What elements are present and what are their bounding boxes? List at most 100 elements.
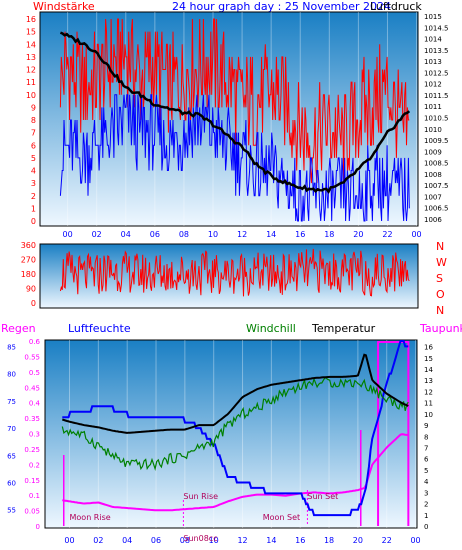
left-tick-label: 9 <box>31 103 36 112</box>
wind-pressure-marks <box>59 18 411 222</box>
rain-tick-label: 0.6 <box>29 338 41 346</box>
x-tick-label: 16 <box>295 230 305 239</box>
x-tick-label: 14 <box>266 230 276 239</box>
x-tick-label: 22 <box>382 230 392 239</box>
temperature-tick-label: 11 <box>424 400 433 408</box>
x-tick-label: 04 <box>122 536 132 545</box>
right-tick-label: 1014 <box>424 36 442 44</box>
right-tick-label: 1011.5 <box>424 92 449 100</box>
x-tick-label: 22 <box>382 536 392 545</box>
temperature-tick-label: 15 <box>424 355 433 363</box>
temperature-tick-label: 13 <box>424 377 433 385</box>
right-tick-label: 1008 <box>424 171 442 179</box>
wind-pressure-axes: 00 02 04 06 08 10 12 14 16 18 20 22 0001234567891011… <box>26 13 449 239</box>
right-tick-label: 1013.5 <box>424 47 449 55</box>
humidity-tick-label: 60 <box>7 479 16 487</box>
right-tick-label: 1008.5 <box>424 160 449 168</box>
x-tick-label: 18 <box>324 230 334 239</box>
rain-tick-label: 0.4 <box>29 400 41 408</box>
right-tick-label: 1014.5 <box>424 24 449 32</box>
right-tick-label: 1011 <box>424 103 442 111</box>
rain-tick-label: 0.35 <box>24 415 40 423</box>
left-tick-label: 5 <box>31 154 36 163</box>
wind-speed-series <box>59 94 410 222</box>
temperature-tick-label: 16 <box>424 344 433 352</box>
legend-label: Taupunkt <box>419 322 462 335</box>
temperature-tick-label: 12 <box>424 388 433 396</box>
x-tick-label: 12 <box>237 536 247 545</box>
x-tick-label: 00 <box>410 536 420 545</box>
x-tick-label: 06 <box>150 230 160 239</box>
temperature-tick-label: 8 <box>424 433 428 441</box>
temperature-series <box>62 353 409 434</box>
left-tick-label: 4 <box>31 167 36 176</box>
dew-point-series <box>62 433 409 512</box>
right-tick-label: 1006 <box>424 216 442 224</box>
rain-tick-label: 0.15 <box>24 477 40 485</box>
pressure-series <box>59 31 411 194</box>
header-right: Luftdruck <box>370 0 422 13</box>
right-tick-label: 1006.5 <box>424 205 449 213</box>
legend-label: Windchill <box>246 322 296 335</box>
temperature-tick-label: 4 <box>424 478 429 486</box>
humidity-tick-label: 80 <box>7 371 16 379</box>
left-tick-label: 3 <box>31 179 36 188</box>
x-tick-label: 06 <box>151 536 161 545</box>
humidity-tick-label: 85 <box>7 343 16 351</box>
rain-tick-label: 0.55 <box>24 353 40 361</box>
humidity-tick-label: 55 <box>7 507 16 515</box>
humidity-tick-label: 70 <box>7 425 16 433</box>
direction-tick-label: 90 <box>26 285 36 294</box>
x-tick-label: 02 <box>93 536 103 545</box>
right-tick-label: 1013 <box>424 58 442 66</box>
temperature-tick-label: 14 <box>424 366 433 374</box>
x-tick-label: 16 <box>295 536 305 545</box>
direction-tick-label: 360 <box>21 241 36 250</box>
legend-label: Luftfeuchte <box>68 322 131 335</box>
temperature-tick-label: 1 <box>424 512 428 520</box>
temperature-tick-label: 5 <box>424 467 428 475</box>
right-tick-label: 1012.5 <box>424 69 449 77</box>
direction-tick-label: 270 <box>21 256 36 265</box>
direction-tick-label: 180 <box>21 270 36 279</box>
rain-tick-label: 0 <box>36 523 40 531</box>
left-tick-label: 0 <box>31 217 36 226</box>
x-tick-label: 10 <box>209 536 219 545</box>
left-tick-label: 6 <box>31 141 36 150</box>
rain-tick-label: 0.05 <box>24 508 40 516</box>
left-tick-label: 13 <box>26 53 36 62</box>
rain-tick-label: 0.25 <box>24 446 40 454</box>
left-tick-label: 14 <box>26 40 36 49</box>
left-tick-label: 16 <box>26 15 36 24</box>
temperature-axes: 00 02 04 06 08 10 12 14 16 18 20 22 0000.050.10.150.… <box>7 338 433 545</box>
humidity-tick-label: 75 <box>7 398 16 406</box>
x-tick-label: 14 <box>266 536 276 545</box>
temperature-tick-label: 6 <box>424 456 429 464</box>
x-tick-label: 00 <box>63 230 73 239</box>
temperature-tick-label: 3 <box>424 489 428 497</box>
x-tick-label: 18 <box>324 536 334 545</box>
left-tick-label: 15 <box>26 28 36 37</box>
right-tick-label: 1015 <box>424 13 442 21</box>
left-tick-label: 12 <box>26 66 36 75</box>
wind-pressure-grid <box>67 12 418 226</box>
rain-tick-label: 0.3 <box>29 431 40 439</box>
temperature-tick-label: 9 <box>424 422 428 430</box>
legend-label: Regen <box>1 322 36 335</box>
right-tick-label: 1012 <box>424 81 442 89</box>
left-tick-label: 7 <box>31 129 36 138</box>
temperature-marks <box>61 340 410 526</box>
left-tick-label: 11 <box>26 78 36 87</box>
x-tick-label: 04 <box>121 230 131 239</box>
left-tick-label: 2 <box>31 192 36 201</box>
right-tick-label: 1010 <box>424 126 442 134</box>
temperature-tick-label: 10 <box>424 411 433 419</box>
compass-label: S <box>436 272 443 285</box>
left-tick-label: 1 <box>31 204 36 213</box>
annotation-label: Sun08cc <box>183 534 217 543</box>
wind-direction-series <box>59 248 410 297</box>
annotation-label: Sun Set <box>307 492 338 501</box>
temperature-grid <box>69 340 417 528</box>
